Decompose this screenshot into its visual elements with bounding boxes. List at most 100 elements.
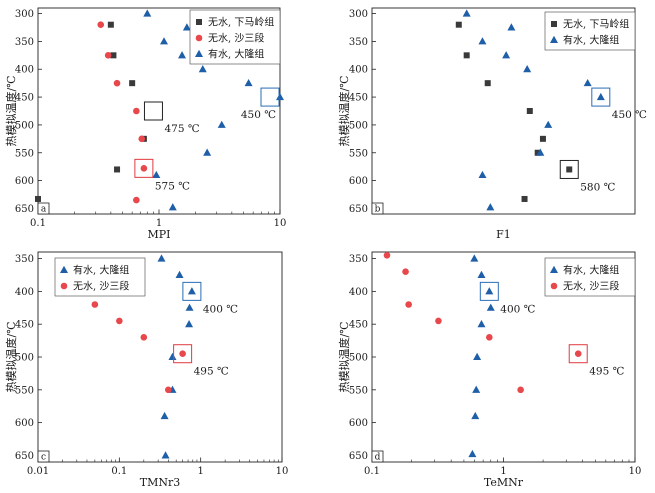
data-point bbox=[114, 166, 121, 173]
y-tick-label: 650 bbox=[15, 204, 34, 215]
data-point bbox=[160, 411, 169, 420]
y-tick-label: 350 bbox=[349, 37, 368, 48]
data-point bbox=[203, 148, 212, 156]
x-axis-label: TeMNr bbox=[484, 476, 524, 489]
data-point bbox=[110, 52, 117, 59]
data-point bbox=[140, 165, 148, 172]
data-point bbox=[574, 350, 582, 358]
y-tick-label: 350 bbox=[15, 37, 34, 48]
data-point bbox=[140, 334, 148, 341]
data-point bbox=[157, 254, 166, 262]
y-tick-label: 350 bbox=[349, 254, 368, 265]
data-point bbox=[152, 170, 161, 179]
x-tick-label: 10 bbox=[274, 218, 287, 229]
data-point bbox=[402, 268, 409, 275]
y-tick-label: 650 bbox=[349, 204, 368, 215]
data-point bbox=[477, 319, 486, 328]
data-point bbox=[486, 334, 493, 341]
x-tick-label: 1 bbox=[197, 466, 203, 477]
annotation-label: 475 ℃ bbox=[164, 123, 199, 135]
data-point bbox=[168, 203, 177, 211]
data-point bbox=[566, 166, 573, 173]
y-tick-label: 550 bbox=[349, 385, 368, 396]
data-point bbox=[175, 270, 184, 278]
data-point bbox=[165, 386, 172, 394]
panel-tag: d bbox=[375, 453, 381, 463]
y-tick-label: 500 bbox=[15, 120, 34, 131]
y-tick-label: 500 bbox=[15, 353, 34, 364]
data-point bbox=[179, 350, 186, 358]
data-point bbox=[133, 107, 140, 115]
data-point bbox=[507, 23, 516, 31]
data-point bbox=[435, 317, 442, 325]
data-point bbox=[383, 251, 391, 259]
data-point bbox=[133, 196, 140, 204]
y-axis-label: 热模拟温度/℃ bbox=[4, 321, 18, 392]
data-point bbox=[484, 80, 491, 87]
legend-box bbox=[544, 257, 636, 297]
data-point bbox=[544, 120, 553, 128]
y-tick-label: 500 bbox=[349, 353, 368, 364]
panel-d: 350 400 450 500 550 600 650 0.1 1 10 TeMNr 热模拟温度/℃ d… bbox=[337, 251, 642, 489]
data-point bbox=[486, 303, 495, 311]
data-point bbox=[276, 92, 284, 101]
legend-box bbox=[189, 9, 281, 65]
panel-tag-box bbox=[371, 450, 384, 463]
data-point bbox=[502, 51, 511, 59]
data-point bbox=[198, 65, 207, 73]
y-tick-label: 400 bbox=[15, 287, 34, 298]
x-tick-label: 0.1 bbox=[30, 218, 46, 229]
annotation-label: 450 ℃ bbox=[612, 109, 647, 121]
data-point bbox=[455, 21, 462, 28]
data-point bbox=[526, 108, 533, 114]
annotation-box bbox=[260, 87, 280, 107]
y-tick-label: 600 bbox=[15, 176, 34, 187]
data-point bbox=[182, 23, 191, 31]
x-tick-label: 10 bbox=[276, 466, 289, 477]
annotation-label: 575 ℃ bbox=[155, 180, 190, 192]
legend-marker bbox=[195, 34, 203, 42]
data-point bbox=[472, 385, 481, 393]
data-point bbox=[168, 352, 177, 360]
panel-tag: a bbox=[41, 205, 47, 215]
legend-label: 有水, 大隆组 bbox=[563, 34, 619, 47]
y-tick-label: 450 bbox=[15, 320, 34, 331]
data-point bbox=[523, 65, 532, 73]
legend-label: 有水, 大隆组 bbox=[73, 264, 129, 277]
data-point bbox=[521, 195, 528, 202]
y-tick-label: 600 bbox=[15, 418, 34, 429]
annotation-box bbox=[143, 101, 163, 121]
data-point bbox=[486, 203, 495, 211]
legend-label: 有水, 大隆组 bbox=[563, 264, 619, 277]
data-point bbox=[471, 411, 480, 420]
data-point bbox=[160, 37, 169, 45]
data-point bbox=[91, 301, 99, 308]
panel-tag-box bbox=[37, 202, 50, 215]
legend-label: 无水, 下马岭组 bbox=[563, 18, 629, 31]
annotation-label: 495 ℃ bbox=[589, 366, 624, 378]
data-point bbox=[478, 37, 487, 45]
y-tick-label: 450 bbox=[349, 93, 368, 104]
y-tick-label: 400 bbox=[349, 287, 368, 298]
legend-marker bbox=[550, 265, 558, 273]
annotation-box bbox=[134, 158, 154, 178]
panel-c: 350 400 450 500 550 600 650 0.01 0.1 1 10 TMNr3 热模拟温… bbox=[4, 251, 289, 489]
y-tick-label: 550 bbox=[15, 148, 34, 159]
y-tick-label: 400 bbox=[349, 65, 368, 76]
y-tick-label: 450 bbox=[349, 320, 368, 331]
legend-box bbox=[544, 11, 636, 51]
x-tick-label: 0.1 bbox=[111, 466, 127, 477]
x-tick-label: 0.1 bbox=[364, 466, 380, 477]
y-axis-label: 热模拟温度/℃ bbox=[4, 75, 18, 146]
legend-marker bbox=[551, 21, 557, 27]
x-tick-label: 1 bbox=[500, 466, 506, 477]
data-point bbox=[470, 254, 479, 262]
y-tick-label: 350 bbox=[15, 254, 34, 265]
data-point bbox=[143, 9, 152, 17]
legend-label: 无水, 沙三段 bbox=[563, 280, 619, 293]
y-tick-label: 650 bbox=[15, 451, 34, 462]
x-tick-label: 10 bbox=[629, 466, 642, 477]
panel-tag-box bbox=[371, 202, 384, 215]
legend-marker bbox=[196, 19, 202, 25]
